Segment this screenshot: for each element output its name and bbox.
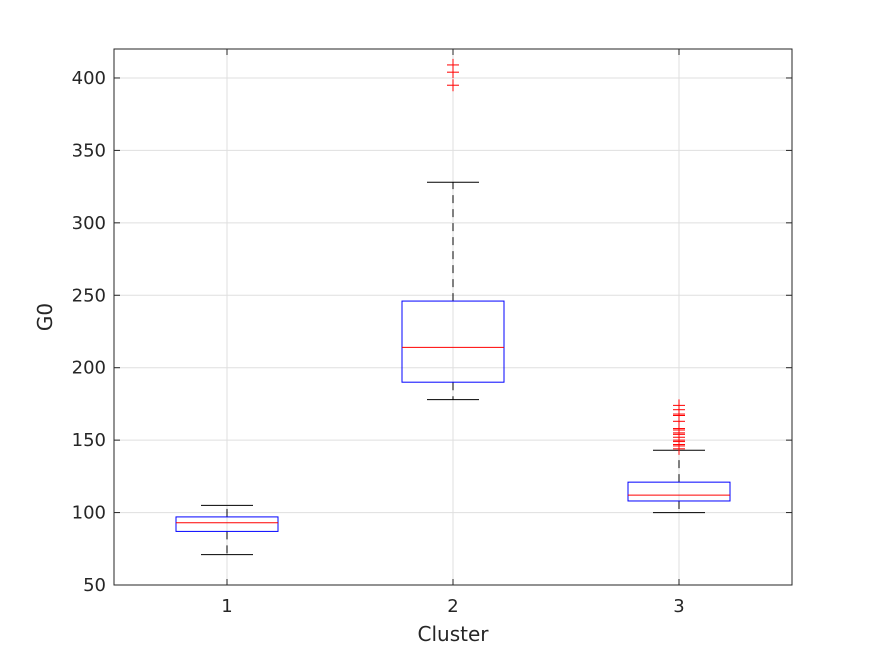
y-tick-label: 300 [72,213,106,234]
box-iqr [627,481,731,502]
boxes [175,58,731,556]
y-tick-label: 50 [83,575,106,596]
y-tick-label: 400 [72,68,106,89]
x-tick-label: 3 [673,596,684,617]
box-iqr [175,516,279,532]
x-axis-label: Cluster [418,622,490,646]
ticks: 50 100 150 200 250 300 350 400 1 2 3 [72,49,792,617]
box-cluster-3 [627,399,731,514]
outlier-point [447,58,459,71]
y-tick-label: 100 [72,503,106,524]
box-cluster-2 [401,58,505,401]
box-iqr [401,300,505,383]
y-tick-label: 200 [72,358,106,379]
y-axis-label: G0 [33,303,57,331]
outlier-point [447,79,459,92]
y-tick-label: 250 [72,285,106,306]
y-tick-label: 150 [72,430,106,451]
y-tick-label: 350 [72,140,106,161]
x-tick-label: 1 [221,596,232,617]
x-tick-label: 2 [447,596,458,617]
outlier-point [673,399,685,412]
box-cluster-1 [175,504,279,556]
